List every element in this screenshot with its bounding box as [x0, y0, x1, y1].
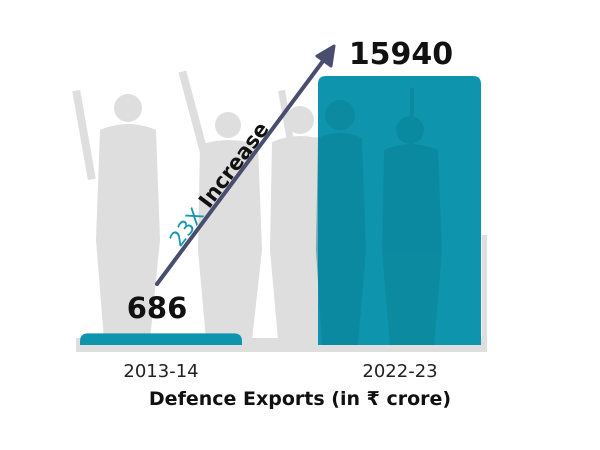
- soldier-silhouettes-overlay: [316, 88, 442, 345]
- increase-arrow: [155, 44, 336, 286]
- value-label-1: 15940: [349, 37, 453, 72]
- x-tick-label-0: 2013-14: [123, 361, 198, 382]
- x-tick-label-1: 2022-23: [362, 361, 437, 382]
- x-axis-label: Defence Exports (in ₹ crore): [149, 388, 451, 410]
- value-label-0: 686: [127, 291, 188, 325]
- bar-0: [80, 333, 242, 345]
